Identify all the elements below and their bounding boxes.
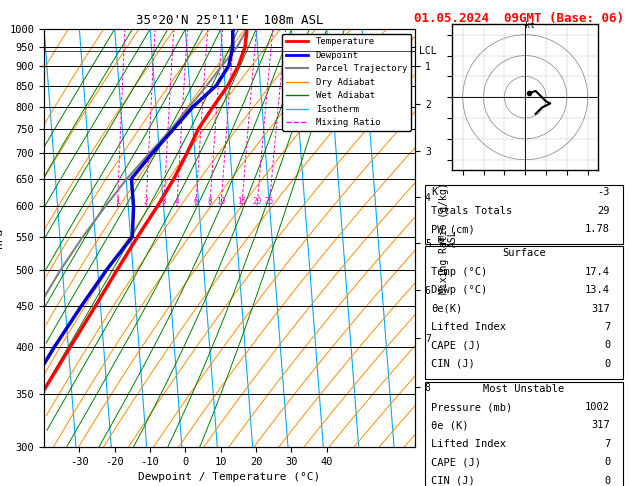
Text: Dewp (°C): Dewp (°C)	[431, 285, 487, 295]
Text: CAPE (J): CAPE (J)	[431, 341, 481, 350]
Text: Mixing Ratio (g/kg): Mixing Ratio (g/kg)	[439, 182, 449, 294]
Text: -3: -3	[598, 187, 610, 197]
Text: CAPE (J): CAPE (J)	[431, 457, 481, 468]
Text: LCL: LCL	[419, 46, 437, 55]
Text: Lifted Index: Lifted Index	[431, 439, 506, 449]
Text: Lifted Index: Lifted Index	[431, 322, 506, 332]
Text: 1: 1	[115, 197, 120, 207]
Text: 7: 7	[604, 439, 610, 449]
Text: 0: 0	[604, 341, 610, 350]
Text: 317: 317	[591, 420, 610, 431]
Text: 7: 7	[604, 322, 610, 332]
Text: 8: 8	[208, 197, 212, 207]
Y-axis label: hPa: hPa	[0, 228, 4, 248]
Text: 0: 0	[604, 359, 610, 369]
Text: Totals Totals: Totals Totals	[431, 206, 512, 216]
Text: 0: 0	[604, 457, 610, 468]
Text: Temp (°C): Temp (°C)	[431, 267, 487, 277]
Text: 10: 10	[216, 197, 226, 207]
Text: 15: 15	[237, 197, 247, 207]
Text: CIN (J): CIN (J)	[431, 476, 475, 486]
Text: Most Unstable: Most Unstable	[483, 383, 564, 394]
Text: Surface: Surface	[502, 248, 545, 258]
Text: 1.78: 1.78	[585, 224, 610, 234]
Text: 01.05.2024  09GMT (Base: 06): 01.05.2024 09GMT (Base: 06)	[414, 12, 624, 25]
Text: 6: 6	[194, 197, 198, 207]
Text: 29: 29	[598, 206, 610, 216]
Text: 17.4: 17.4	[585, 267, 610, 277]
Text: 2: 2	[144, 197, 148, 207]
Y-axis label: km
ASL: km ASL	[437, 229, 458, 247]
Text: PW (cm): PW (cm)	[431, 224, 475, 234]
Text: 4: 4	[174, 197, 179, 207]
Text: kt: kt	[525, 21, 535, 31]
Text: K: K	[431, 187, 437, 197]
Legend: Temperature, Dewpoint, Parcel Trajectory, Dry Adiabat, Wet Adiabat, Isotherm, Mi: Temperature, Dewpoint, Parcel Trajectory…	[282, 34, 411, 131]
X-axis label: Dewpoint / Temperature (°C): Dewpoint / Temperature (°C)	[138, 472, 321, 483]
Text: θe (K): θe (K)	[431, 420, 469, 431]
Text: θe(K): θe(K)	[431, 304, 462, 313]
Title: 35°20'N 25°11'E  108m ASL: 35°20'N 25°11'E 108m ASL	[136, 14, 323, 27]
Text: 1002: 1002	[585, 402, 610, 412]
Text: 13.4: 13.4	[585, 285, 610, 295]
Text: Pressure (mb): Pressure (mb)	[431, 402, 512, 412]
Text: 317: 317	[591, 304, 610, 313]
Text: 0: 0	[604, 476, 610, 486]
Text: 25: 25	[265, 197, 274, 207]
Text: CIN (J): CIN (J)	[431, 359, 475, 369]
Text: 3: 3	[162, 197, 166, 207]
Text: 20: 20	[252, 197, 262, 207]
